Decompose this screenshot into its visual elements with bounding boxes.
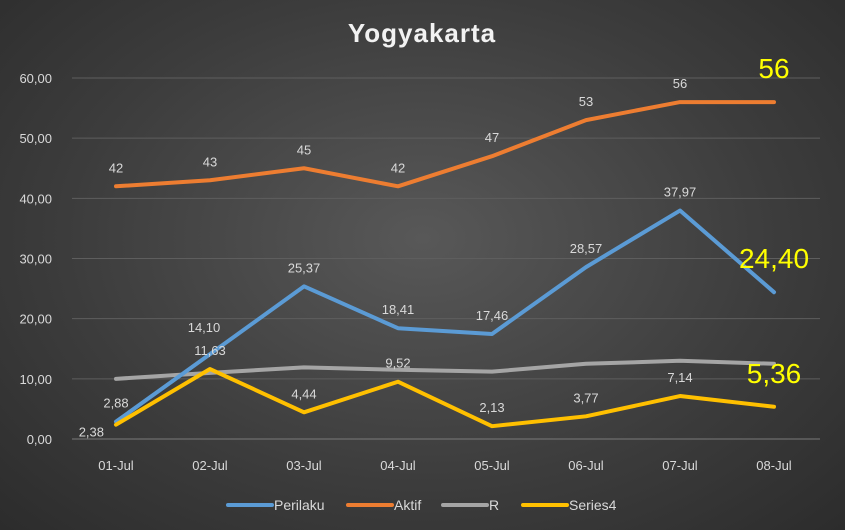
legend-label: Aktif	[394, 497, 421, 513]
data-label-perilaku: 28,57	[570, 241, 603, 256]
data-label-perilaku: 25,37	[288, 260, 321, 275]
data-label-series4: 3,77	[573, 390, 598, 405]
x-tick-label: 04-Jul	[380, 458, 416, 473]
data-label-aktif: 45	[297, 142, 311, 157]
y-tick-label: 0,00	[27, 432, 52, 447]
data-label-series4: 9,52	[385, 356, 410, 371]
y-tick-label: 50,00	[19, 131, 52, 146]
data-label-series4: 11,63	[194, 343, 226, 358]
data-label-perilaku: 24,40	[739, 243, 809, 274]
data-label-perilaku: 18,41	[382, 302, 415, 317]
chart-title: Yogyakarta	[348, 18, 496, 48]
x-tick-label: 01-Jul	[98, 458, 134, 473]
x-tick-label: 08-Jul	[756, 458, 792, 473]
data-label-aktif: 56	[673, 76, 687, 91]
series-line-perilaku	[114, 208, 776, 424]
x-tick-label: 03-Jul	[286, 458, 322, 473]
data-label-series4: 2,13	[479, 400, 504, 415]
legend-label: Perilaku	[274, 497, 325, 513]
legend-label: Series4	[569, 497, 617, 513]
data-label-aktif: 42	[109, 160, 123, 175]
data-label-perilaku: 17,46	[476, 308, 509, 323]
x-tick-label: 02-Jul	[192, 458, 228, 473]
data-label-series4: 7,14	[667, 370, 692, 385]
x-tick-label: 07-Jul	[662, 458, 698, 473]
y-tick-label: 20,00	[19, 312, 52, 327]
data-label-aktif: 56	[758, 53, 789, 84]
series-line-series4	[114, 367, 776, 429]
x-tick-label: 05-Jul	[474, 458, 510, 473]
series-line-r	[114, 358, 776, 381]
data-label-perilaku: 14,10	[188, 320, 221, 335]
data-label-series4: 4,44	[291, 386, 316, 401]
y-tick-label: 30,00	[19, 252, 52, 267]
data-label-aktif: 47	[485, 130, 499, 145]
data-label-aktif: 53	[579, 94, 593, 109]
data-label-aktif: 43	[203, 154, 217, 169]
x-tick-label: 06-Jul	[568, 458, 604, 473]
data-label-series4: 5,36	[747, 358, 802, 389]
y-tick-label: 60,00	[19, 71, 52, 86]
data-label-perilaku: 37,97	[664, 185, 697, 200]
y-tick-label: 40,00	[19, 191, 52, 206]
legend-label: R	[489, 497, 499, 513]
data-label-perilaku: 2,88	[103, 396, 128, 411]
data-label-aktif: 42	[391, 160, 405, 175]
data-label-series4: 2,38	[79, 425, 104, 440]
series-line-aktif	[114, 100, 776, 189]
y-tick-label: 10,00	[19, 372, 52, 387]
